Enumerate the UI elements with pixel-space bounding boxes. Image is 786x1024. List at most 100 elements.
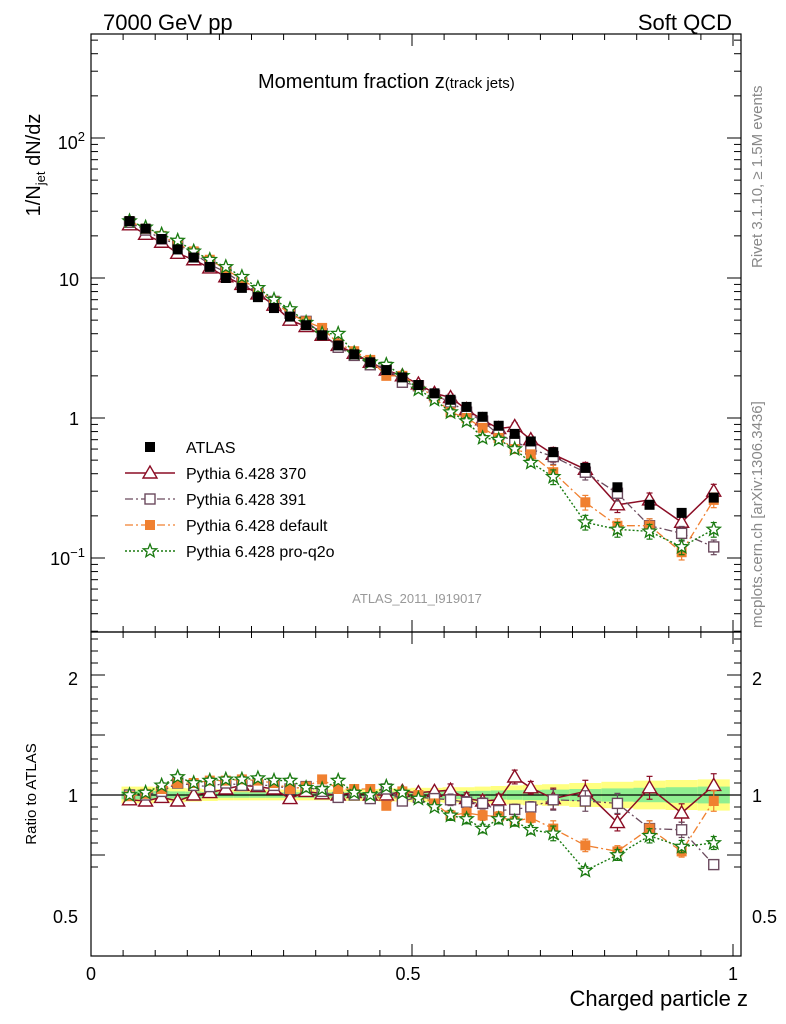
main-point-pythia-6-428-default bbox=[477, 422, 488, 433]
ratio-point-pythia-6-428-default bbox=[333, 784, 344, 794]
main-point-atlas bbox=[268, 303, 279, 314]
ratio-point-pythia-6-428-pro-q2o bbox=[442, 806, 459, 823]
main-point-atlas bbox=[252, 292, 263, 303]
ratio-point-pythia-6-428-pro-q2o bbox=[249, 769, 267, 786]
plot-title-sub: (track jets) bbox=[445, 75, 515, 92]
ratio-point-pythia-6-428-pro-q2o bbox=[217, 770, 235, 787]
legend: ATLAS Pythia 6.428 370 Pythia 6.428 391 Pyt… bbox=[125, 440, 335, 561]
main-point-pythia-6-428-370 bbox=[609, 496, 626, 511]
axis-ticks bbox=[90, 34, 741, 956]
ratio-point-pythia-6-428-pro-q2o bbox=[705, 834, 723, 851]
main-point-atlas bbox=[156, 233, 167, 244]
ratio-point-pythia-6-428-pro-q2o bbox=[297, 778, 315, 795]
ratio-point-pythia-6-428-pro-q2o bbox=[609, 846, 626, 863]
main-point-pythia-6-428-pro-q2o bbox=[169, 231, 187, 248]
ratio-point-pythia-6-428-391 bbox=[675, 824, 688, 836]
legend-marker-pythia-6-428-default bbox=[145, 520, 155, 530]
ratio-ytick-0.5: 0.5 bbox=[53, 907, 78, 927]
main-point-atlas bbox=[317, 330, 328, 341]
ratio-point-pythia-6-428-default bbox=[708, 796, 719, 806]
ratio-point-pythia-6-428-391 bbox=[476, 797, 489, 810]
ratio-point-pythia-6-428-391 bbox=[525, 801, 537, 813]
ratio-point-pythia-6-428-pro-q2o bbox=[121, 786, 138, 803]
main-point-atlas bbox=[548, 447, 559, 458]
ratio-point-pythia-6-428-370 bbox=[281, 790, 299, 805]
ratio-ytick-1-right: 1 bbox=[752, 786, 762, 806]
ytick-label-100: 102 bbox=[58, 129, 85, 153]
main-point-pythia-6-428-default bbox=[580, 497, 591, 508]
main-point-pythia-6-428-pro-q2o bbox=[474, 429, 491, 446]
ratio-point-pythia-6-428-default bbox=[525, 812, 536, 823]
main-point-atlas bbox=[676, 507, 687, 518]
ratio-point-pythia-6-428-391 bbox=[460, 796, 473, 808]
xtick-label-0: 0 bbox=[86, 964, 96, 984]
main-point-atlas bbox=[525, 436, 536, 447]
ratio-point-pythia-6-428-pro-q2o bbox=[576, 861, 594, 878]
analysis-watermark: ATLAS_2011_I919017 bbox=[352, 591, 482, 606]
ratio-ylabel: Ratio to ATLAS bbox=[23, 743, 40, 844]
main-point-atlas bbox=[397, 372, 408, 383]
ratio-point-pythia-6-428-pro-q2o bbox=[474, 819, 492, 836]
main-point-atlas bbox=[429, 388, 440, 399]
ratio-point-pythia-6-428-pro-q2o bbox=[377, 777, 395, 794]
legend-marker-pythia-6-428-391 bbox=[144, 493, 156, 505]
main-point-atlas bbox=[333, 340, 344, 351]
ratio-point-pythia-6-428-391 bbox=[444, 794, 457, 806]
rivet-label: Rivet 3.1.10, ≥ 1.5M events bbox=[749, 86, 766, 269]
main-point-pythia-6-428-pro-q2o bbox=[249, 279, 267, 295]
ratio-point-pythia-6-428-default bbox=[285, 784, 296, 794]
ratio-point-pythia-6-428-pro-q2o bbox=[522, 820, 540, 837]
legend-marker-pythia-6-428-pro-q2o bbox=[141, 542, 159, 559]
ratio-point-pythia-6-428-370 bbox=[609, 814, 626, 829]
ratio-point-pythia-6-428-pro-q2o bbox=[233, 770, 251, 787]
main-point-pythia-6-428-pro-q2o bbox=[577, 513, 594, 530]
ratio-ytick-2-right: 2 bbox=[752, 669, 762, 689]
legend-marker-atlas bbox=[145, 442, 155, 452]
x-axis-label: Charged particle z bbox=[569, 986, 748, 1011]
main-point-atlas bbox=[580, 462, 591, 473]
main-point-pythia-6-428-pro-q2o bbox=[506, 440, 524, 457]
main-point-atlas bbox=[612, 482, 623, 493]
ratio-point-pythia-6-428-391 bbox=[547, 794, 559, 806]
ratio-point-pythia-6-428-pro-q2o bbox=[490, 810, 508, 827]
main-ylabel: 1/Njet dN/dz bbox=[23, 114, 48, 217]
ratio-point-pythia-6-428-pro-q2o bbox=[410, 789, 427, 806]
main-point-pythia-6-428-pro-q2o bbox=[641, 522, 658, 539]
main-point-atlas bbox=[124, 216, 135, 227]
legend-marker-pythia-6-428-370 bbox=[141, 464, 159, 479]
legend-label-pythia-6-428-391: Pythia 6.428 391 bbox=[186, 492, 306, 509]
main-point-atlas bbox=[204, 261, 215, 272]
ratio-series-group bbox=[121, 768, 723, 878]
header-right: Soft QCD bbox=[638, 10, 732, 35]
main-point-atlas bbox=[413, 380, 424, 391]
ratio-point-pythia-6-428-default bbox=[477, 810, 488, 821]
ratio-y-ticklabels: 2 1 0.5 2 1 0.5 bbox=[53, 669, 777, 927]
main-point-atlas bbox=[477, 411, 488, 422]
main-point-atlas bbox=[461, 401, 472, 412]
ytick-label-1: 1 bbox=[69, 409, 79, 429]
ratio-point-pythia-6-428-pro-q2o bbox=[458, 810, 475, 827]
ratio-point-pythia-6-428-391 bbox=[579, 795, 592, 807]
ratio-ytick-2: 2 bbox=[68, 669, 78, 689]
xtick-label-0.5: 0.5 bbox=[395, 964, 420, 984]
ratio-point-pythia-6-428-pro-q2o bbox=[544, 824, 562, 841]
main-point-pythia-6-428-pro-q2o bbox=[265, 290, 283, 307]
main-panel-frame bbox=[90, 33, 742, 633]
main-point-atlas bbox=[349, 349, 360, 360]
ratio-point-pythia-6-428-391 bbox=[708, 858, 720, 871]
main-point-atlas bbox=[381, 365, 392, 376]
mcplots-label: mcplots.cern.ch [arXiv:1306.3436] bbox=[749, 401, 766, 628]
main-point-atlas bbox=[365, 357, 376, 368]
ratio-point-pythia-6-428-default bbox=[172, 778, 183, 788]
ytick-label-0.1: 10−1 bbox=[50, 545, 85, 569]
main-point-pythia-6-428-pro-q2o bbox=[233, 267, 251, 284]
main-point-pythia-6-428-pro-q2o bbox=[442, 403, 459, 420]
main-point-atlas bbox=[301, 320, 312, 331]
main-point-pythia-6-428-pro-q2o bbox=[705, 520, 723, 537]
ratio-point-pythia-6-428-pro-q2o bbox=[329, 771, 347, 788]
ratio-point-pythia-6-428-default bbox=[317, 774, 328, 785]
ratio-point-pythia-6-428-370 bbox=[641, 779, 658, 794]
ratio-point-pythia-6-428-pro-q2o bbox=[393, 783, 411, 800]
main-point-pythia-6-428-391 bbox=[675, 527, 688, 540]
